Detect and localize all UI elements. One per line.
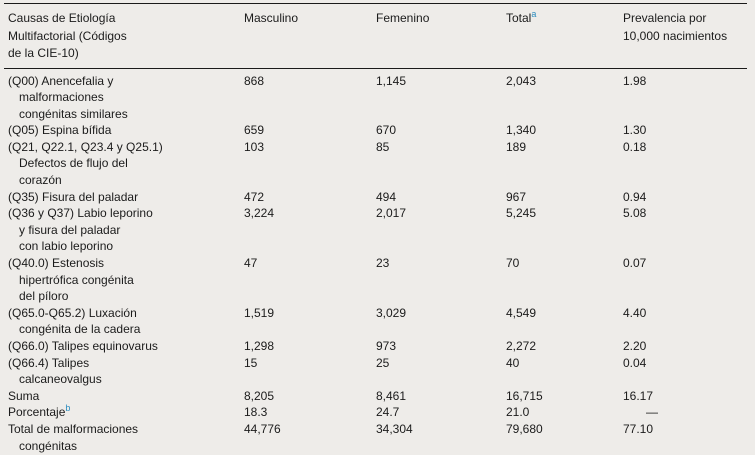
footnote-marker-a: a: [531, 9, 537, 19]
cell-femenino: 24.7: [376, 405, 400, 420]
row-label: (Q66.0) Talipes equinovarus: [8, 339, 158, 353]
cell-femenino: 3,029: [376, 305, 407, 320]
table-row-porcentaje: Porcentajeb 18.3 24.7 21.0 —: [4, 404, 747, 421]
cell-prevalencia: 77.10: [623, 421, 654, 436]
cell-femenino: 8,461: [376, 388, 407, 403]
cell-femenino: 670: [376, 123, 397, 138]
cell-masculino: 1,298: [244, 339, 275, 353]
header-total-label: Total: [506, 11, 532, 25]
cell-prevalencia: 5.08: [623, 206, 647, 221]
table-header: Causas de Etiología Multifactorial (Códi…: [4, 3, 747, 69]
cell-masculino: 1,519: [244, 305, 275, 320]
footnote-marker-b: b: [65, 403, 71, 414]
cell-masculino: 15: [244, 355, 258, 370]
table-row-q36-q37: (Q36 y Q37) Labio leporino y fisura del …: [4, 205, 747, 255]
table-row-q65: (Q65.0-Q65.2) Luxación congénita de la c…: [4, 305, 747, 338]
cell-masculino: 18.3: [244, 405, 268, 420]
row-label: Suma: [8, 388, 40, 403]
cell-total: 5,245: [506, 206, 537, 221]
row-label: (Q00) Anencefalia y malformaciones congé…: [8, 73, 128, 121]
cell-prevalencia: 1.30: [623, 123, 647, 138]
row-label: Total de malformaciones congénitas: [8, 421, 139, 453]
cell-total: 16,715: [506, 388, 543, 403]
table-row-total-malformaciones: Total de malformaciones congénitas 44,77…: [4, 421, 747, 455]
row-label-text: Porcentaje: [8, 405, 66, 420]
cell-prevalencia: 0.04: [623, 355, 647, 370]
table-row-q66-4: (Q66.4) Talipes calcaneovalgus 15 25 40 …: [4, 355, 747, 388]
cell-masculino: 103: [244, 139, 265, 154]
header-causes: Causas de Etiología Multifactorial (Códi…: [4, 3, 244, 69]
cell-prevalencia: 0.18: [623, 139, 647, 154]
table-body: (Q00) Anencefalia y malformaciones congé…: [4, 68, 747, 455]
cell-total: 967: [506, 189, 527, 204]
header-row: Causas de Etiología Multifactorial (Códi…: [4, 3, 747, 69]
cell-prevalencia: 0.07: [623, 256, 647, 271]
cell-total: 2,043: [506, 73, 537, 88]
header-masculino: Masculino: [244, 3, 376, 69]
header-femenino: Femenino: [376, 3, 506, 69]
table-row-q40: (Q40.0) Estenosis hipertrófica congénita…: [4, 255, 747, 305]
table-row-q35: (Q35) Fisura del paladar 472 494 967 0.9…: [4, 189, 747, 206]
row-label: (Q35) Fisura del paladar: [8, 189, 139, 204]
cell-prevalencia: 16.17: [623, 388, 654, 403]
cell-total: 70: [506, 256, 520, 271]
table-row-q66-0: (Q66.0) Talipes equinovarus 1,298 973 2,…: [4, 338, 747, 355]
cell-femenino: 34,304: [376, 421, 413, 436]
cell-femenino: 973: [376, 339, 397, 353]
header-prevalencia: Prevalencia por 10,000 nacimientos: [623, 3, 747, 69]
row-label: (Q36 y Q37) Labio leporino y fisura del …: [8, 206, 153, 254]
cell-total: 40: [506, 355, 520, 370]
cell-masculino: 47: [244, 256, 258, 271]
cell-masculino: 44,776: [244, 421, 281, 436]
cell-prevalencia: 2.20: [623, 339, 647, 353]
cell-masculino: 3,224: [244, 206, 275, 221]
row-label: (Q65.0-Q65.2) Luxación congénita de la c…: [8, 305, 141, 337]
cell-femenino: 494: [376, 189, 397, 204]
cell-total: 21.0: [506, 405, 530, 420]
cell-femenino: 85: [376, 139, 390, 154]
cell-masculino: 472: [244, 189, 265, 204]
cell-total: 2,272: [506, 339, 537, 353]
row-label: (Q66.4) Talipes calcaneovalgus: [8, 355, 102, 387]
row-label: (Q21, Q22.1, Q23.4 y Q25.1) Defectos de …: [8, 139, 163, 188]
cell-masculino: 659: [244, 123, 265, 138]
row-label: (Q05) Espina bífida: [8, 123, 112, 138]
cell-prevalencia: —: [646, 405, 658, 420]
cell-total: 4,549: [506, 305, 537, 320]
cell-masculino: 868: [244, 73, 265, 88]
row-label: Porcentajeb: [4, 404, 244, 421]
table-row-q21: (Q21, Q22.1, Q23.4 y Q25.1) Defectos de …: [4, 139, 747, 189]
cell-prevalencia: 1.98: [623, 73, 647, 88]
cell-total: 189: [506, 139, 527, 154]
cell-femenino: 1,145: [376, 73, 407, 88]
etiology-table: Causas de Etiología Multifactorial (Códi…: [4, 3, 747, 455]
cell-prevalencia: 4.40: [623, 305, 647, 320]
table-row-q00: (Q00) Anencefalia y malformaciones congé…: [4, 68, 747, 122]
cell-total: 1,340: [506, 123, 537, 138]
row-label: (Q40.0) Estenosis hipertrófica congénita…: [8, 256, 134, 304]
cell-femenino: 25: [376, 355, 390, 370]
header-total: Totala: [506, 3, 623, 69]
cell-total: 79,680: [506, 421, 543, 436]
cell-prevalencia: 0.94: [623, 189, 647, 204]
cell-femenino: 2,017: [376, 206, 407, 221]
cell-masculino: 8,205: [244, 388, 275, 403]
table-row-q05: (Q05) Espina bífida 659 670 1,340 1.30: [4, 122, 747, 139]
table-row-suma: Suma 8,205 8,461 16,715 16.17: [4, 388, 747, 405]
cell-femenino: 23: [376, 256, 390, 271]
